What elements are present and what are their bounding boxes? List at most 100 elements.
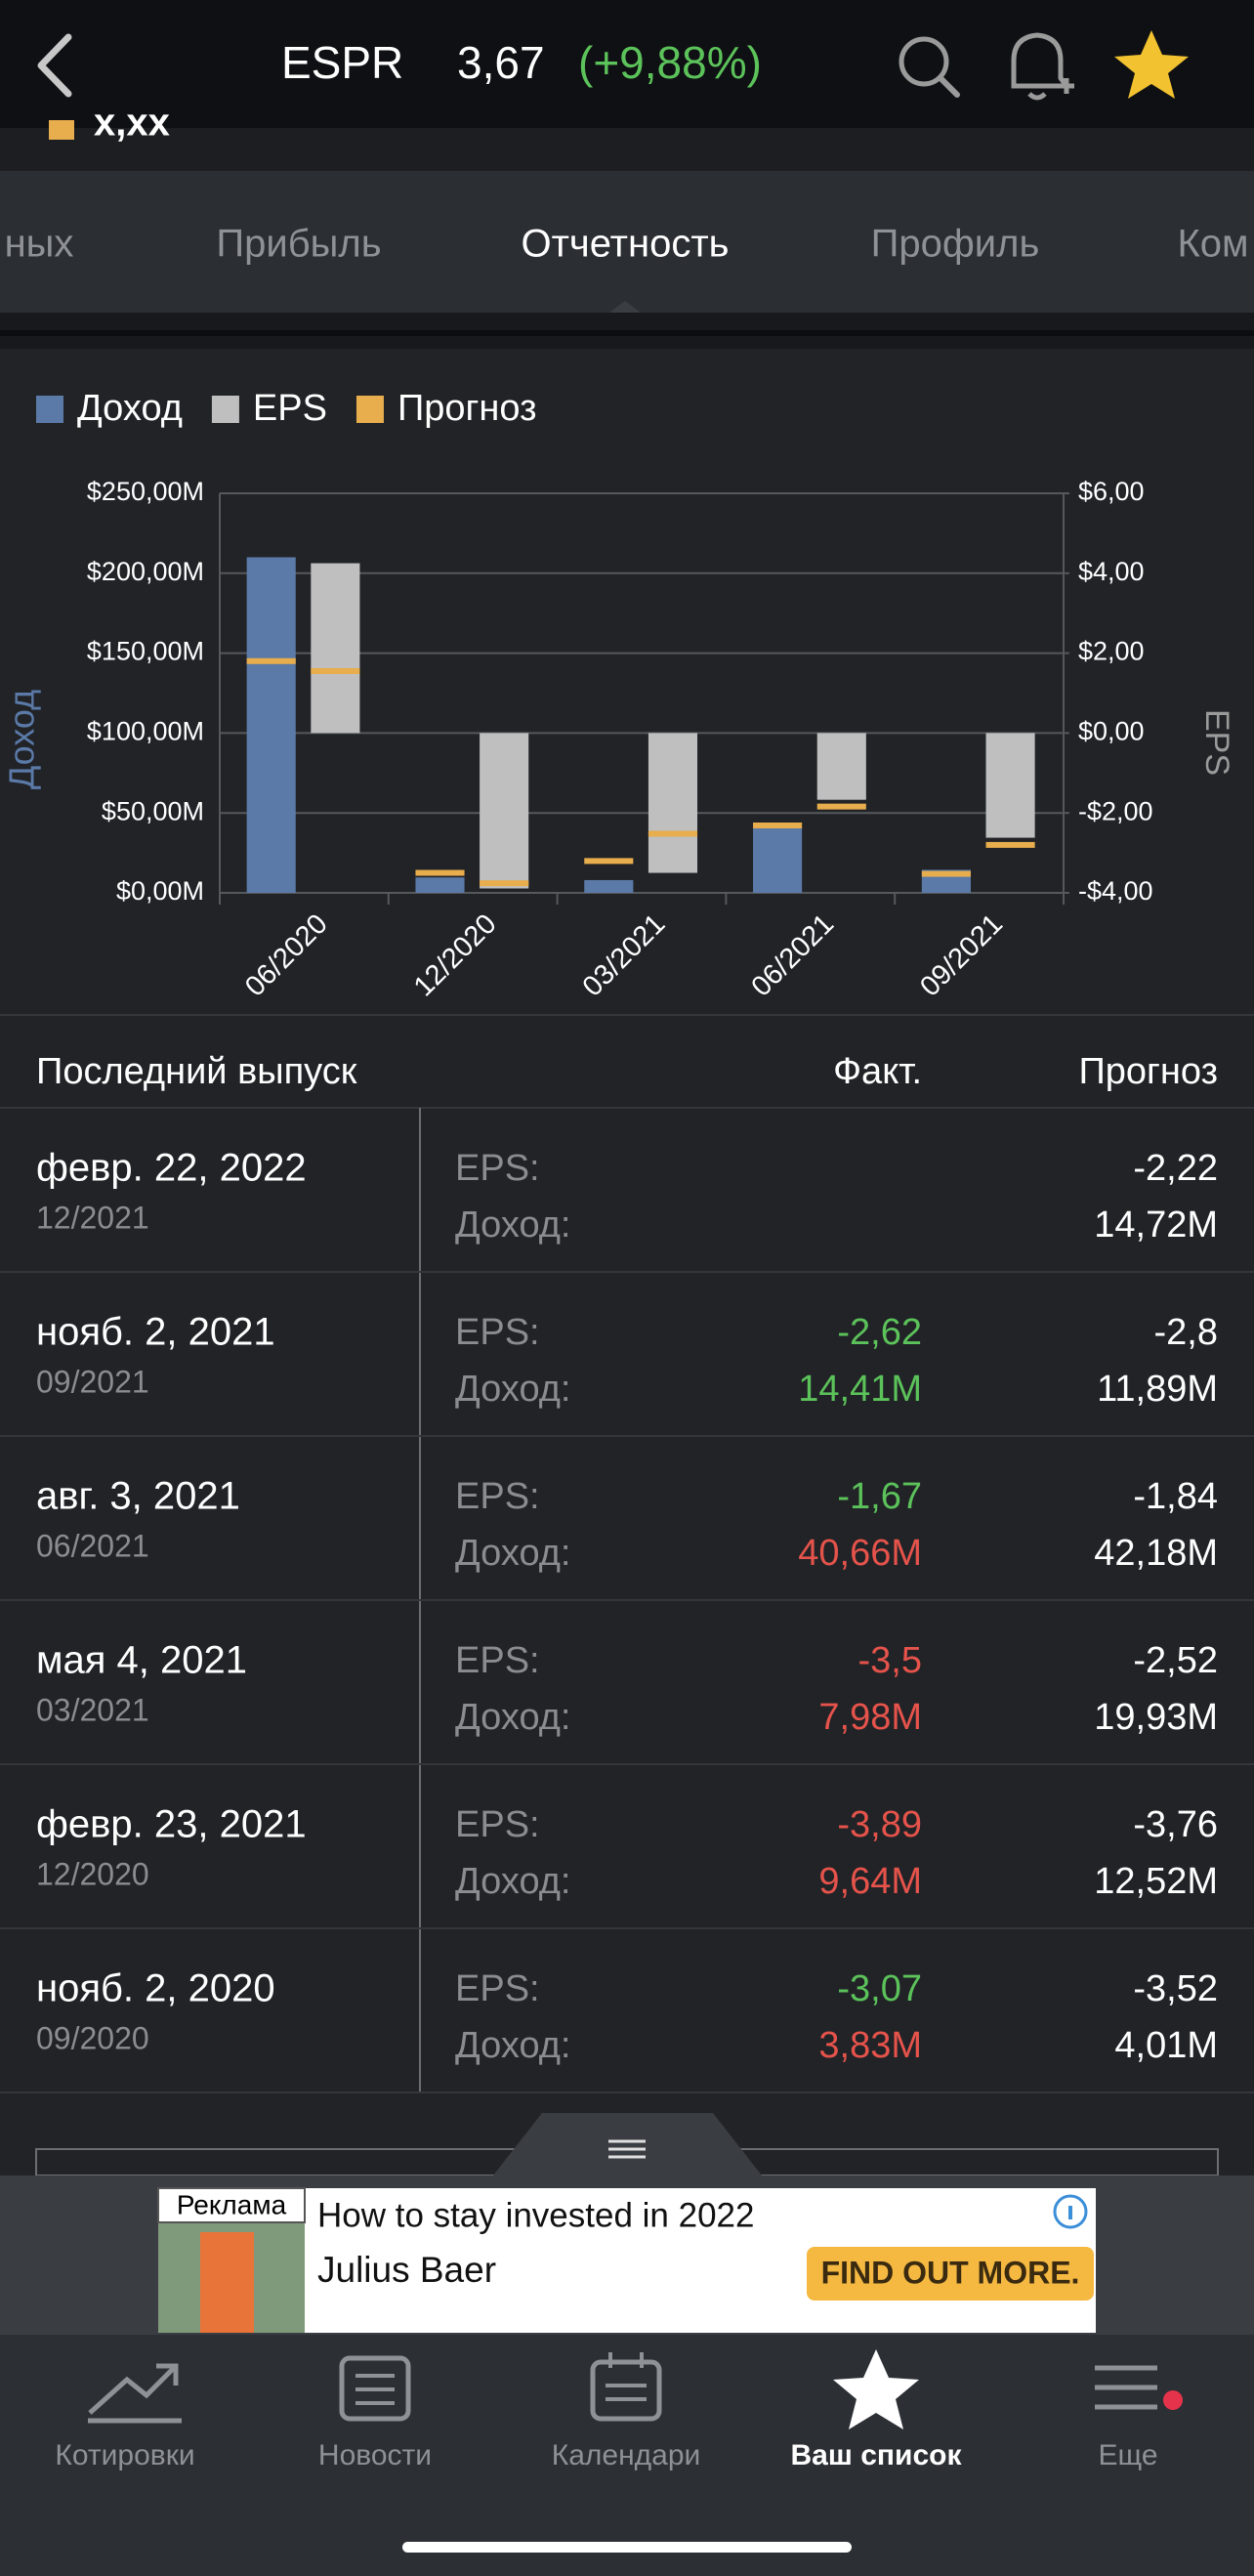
forecast-marker [246,657,296,664]
revenue-forecast: 4,01M [1114,2025,1218,2066]
legend-label: Прогноз [397,388,537,429]
y2-tick-label: $6,00 [1078,477,1145,506]
chart-panel [0,349,1254,1014]
eps-forecast: -3,52 [1133,1968,1218,2009]
revenue-fact: 40,66M [798,1533,922,1574]
forecast-marker [921,870,971,877]
search-button[interactable] [899,36,960,98]
release-date: мая 4, 2021 [36,1639,247,1682]
revenue-label: Доход: [455,1861,570,1902]
column-header: Прогноз [1078,1051,1218,1092]
bar [311,563,360,734]
release-date: нояб. 2, 2021 [36,1311,275,1354]
column-header: Последний выпуск [36,1051,357,1092]
tab-indicator [609,301,641,313]
bar [415,877,465,893]
nav-item[interactable]: Календари [552,2439,701,2471]
calendar-icon [590,2359,662,2422]
tab[interactable]: Профиль [871,223,1040,266]
y2-axis-title: EPS [1198,709,1235,776]
release-date: февр. 23, 2021 [36,1803,307,1846]
legend-swatch [211,396,239,423]
ad-button-bg [807,2247,1094,2301]
revenue-forecast: 19,93M [1094,1697,1218,1738]
release-date: нояб. 2, 2020 [36,1967,275,2010]
revenue-forecast: 11,89M [1097,1369,1218,1410]
bar [985,733,1035,838]
revenue-forecast: 14,72M [1094,1204,1218,1246]
y-tick-label: $250,00M [87,477,204,506]
drawer-handle[interactable] [493,2113,762,2175]
y2-tick-label: $4,00 [1078,557,1145,586]
eps-label: EPS: [455,1640,540,1681]
y2-tick-label: -$4,00 [1078,876,1153,906]
y-tick-label: $0,00M [116,876,204,906]
revenue-label: Доход: [455,1204,570,1246]
period: 12/2020 [36,1856,149,1891]
forecast-marker [648,830,698,837]
eps-label: EPS: [455,1312,540,1353]
legend-label: Доход [77,388,183,429]
eps-label: EPS: [455,1968,540,2009]
revenue-label: Доход: [455,1369,570,1410]
revenue-label: Доход: [455,2025,570,2066]
revenue-forecast: 12,52M [1094,1861,1218,1902]
forecast-marker [816,803,866,810]
nav-item[interactable]: Еще [1098,2439,1157,2471]
forecast-marker [311,668,360,675]
revenue-fact: 7,98M [818,1697,922,1738]
tab[interactable]: Прибыль [216,223,381,266]
eps-label: EPS: [455,1148,540,1189]
y2-tick-label: -$2,00 [1078,796,1153,825]
eps-forecast: -2,22 [1133,1148,1218,1189]
nav-item[interactable]: Ваш список [791,2439,963,2471]
legend-swatch [36,396,63,423]
tab-bar [0,171,1254,313]
nav-item[interactable]: Котировки [55,2439,194,2471]
watchlist-icon [833,2349,919,2429]
revenue-forecast: 42,18M [1094,1533,1218,1574]
period: 09/2020 [36,2020,149,2055]
revenue-fact: 9,64M [818,1861,922,1902]
search-icon [899,36,949,87]
tab[interactable]: ных [5,223,74,266]
sub-strip [0,128,1254,171]
ad-banner[interactable]: Реклама How to stay invested in 2022 Jul… [157,2187,1096,2333]
y-tick-label: $150,00M [87,637,204,666]
y-axis-title: Доход [2,690,42,789]
sub-value: x,xx [94,102,170,145]
tab[interactable]: Отчетность [521,223,729,266]
eps-fact: -3,07 [837,1968,922,2009]
revenue-fact: 3,83M [818,2025,922,2066]
eps-fact: -3,5 [858,1640,922,1681]
forecast-marker [584,858,634,865]
nav-item[interactable]: Новости [318,2439,432,2471]
sub-icon [49,120,74,140]
home-indicator [402,2542,852,2553]
separator-line [0,330,1254,336]
period: 12/2021 [36,1200,149,1235]
eps-forecast: -3,76 [1133,1804,1218,1845]
calendar-icon-grid [606,2352,647,2401]
back-button[interactable] [37,33,72,98]
forecast-marker [985,841,1035,848]
price-change: (+9,88%) [578,37,762,88]
revenue-fact: 14,41M [798,1369,922,1410]
eps-label: EPS: [455,1804,540,1845]
bell-icon-clapper [1027,92,1047,101]
favorite-star[interactable] [1114,30,1189,99]
eps-forecast: -2,52 [1133,1640,1218,1681]
bell-icon-plus [1059,78,1074,94]
y2-tick-label: $2,00 [1078,637,1145,666]
news-icon [339,2355,411,2422]
ad-advertiser: Julius Baer [317,2250,496,2290]
ad-button: FIND OUT MORE. [821,2255,1080,2290]
alert-button[interactable] [1011,32,1074,101]
bar [584,879,634,893]
tab[interactable]: Ком [1177,223,1248,266]
y2-tick-label: $0,00 [1078,717,1145,746]
quotes-icon [88,2363,182,2424]
legend-swatch [355,396,384,423]
bar [816,733,866,800]
